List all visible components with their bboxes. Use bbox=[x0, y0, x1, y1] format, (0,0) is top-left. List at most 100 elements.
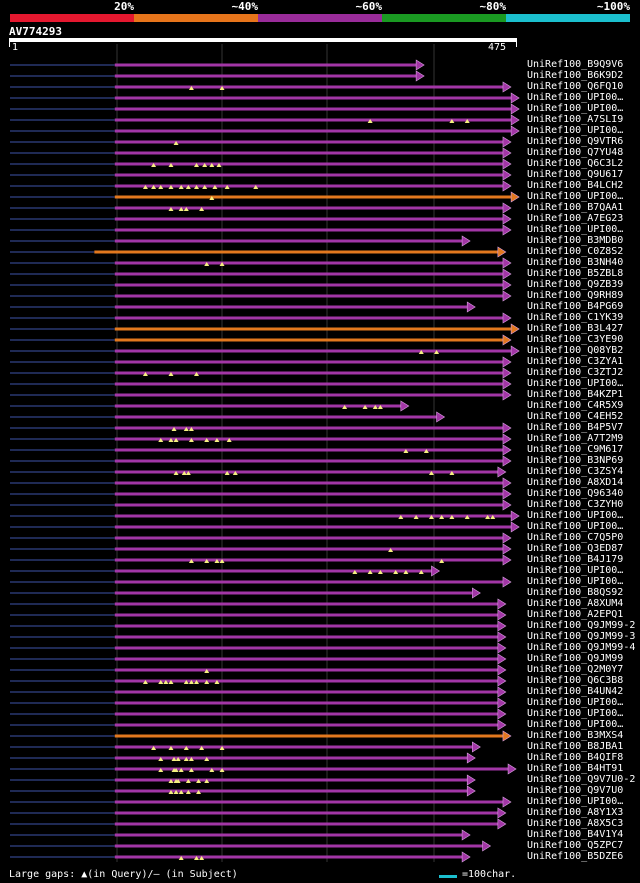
hit-label[interactable]: UniRef100_C3YE90 bbox=[527, 334, 624, 345]
hit-bar[interactable] bbox=[114, 217, 503, 221]
hit-label[interactable]: UniRef100_Q2M0Y7 bbox=[527, 664, 624, 675]
hit-bar[interactable] bbox=[114, 206, 503, 210]
hit-bar[interactable] bbox=[114, 316, 503, 320]
hit-bar[interactable] bbox=[114, 492, 503, 496]
hit-label[interactable]: UniRef100_C3ZTJ2 bbox=[527, 367, 624, 378]
hit-bar[interactable] bbox=[114, 503, 503, 507]
hit-bar[interactable] bbox=[114, 371, 503, 375]
hit-bar[interactable] bbox=[114, 646, 498, 650]
hit-label[interactable]: UniRef100_A7EG23 bbox=[527, 213, 624, 224]
hit-label[interactable]: UniRef100_Q6C3L2 bbox=[527, 158, 624, 169]
hit-bar[interactable] bbox=[114, 668, 498, 672]
hit-bar[interactable] bbox=[114, 679, 498, 683]
hit-label[interactable]: UniRef100_C4EH52 bbox=[527, 411, 624, 422]
hit-bar[interactable] bbox=[114, 833, 463, 837]
hit-bar[interactable] bbox=[114, 294, 503, 298]
hit-bar[interactable] bbox=[114, 778, 468, 782]
hit-label[interactable]: UniRef100_Q9JM99-4 bbox=[527, 642, 636, 653]
hit-bar[interactable] bbox=[114, 569, 432, 573]
hit-label[interactable]: UniRef100_B4QIF8 bbox=[527, 752, 624, 763]
hit-bar[interactable] bbox=[114, 426, 503, 430]
hit-bar[interactable] bbox=[114, 96, 512, 100]
hit-bar[interactable] bbox=[114, 580, 503, 584]
hit-label[interactable]: UniRef100_Q9JM99-2 bbox=[527, 620, 636, 631]
hit-bar[interactable] bbox=[114, 525, 512, 529]
hit-label[interactable]: UniRef100_B4KZP1 bbox=[527, 389, 624, 400]
hit-label[interactable]: UniRef100_UPI00… bbox=[527, 708, 624, 719]
hit-label[interactable]: UniRef100_B3NH40 bbox=[527, 257, 624, 268]
hit-bar[interactable] bbox=[114, 558, 503, 562]
hit-bar[interactable] bbox=[114, 448, 503, 452]
hit-label[interactable]: UniRef100_UPI00… bbox=[527, 103, 624, 114]
hit-bar[interactable] bbox=[114, 173, 503, 177]
hit-bar[interactable] bbox=[114, 514, 512, 518]
hit-bar[interactable] bbox=[114, 459, 503, 463]
hit-label[interactable]: UniRef100_B6K9D2 bbox=[527, 70, 624, 81]
hit-bar[interactable] bbox=[114, 690, 498, 694]
hit-bar[interactable] bbox=[114, 855, 463, 859]
hit-bar[interactable] bbox=[114, 734, 503, 738]
hit-label[interactable]: UniRef100_A7T2M9 bbox=[527, 433, 624, 444]
hit-label[interactable]: UniRef100_B8QS92 bbox=[527, 587, 624, 598]
hit-bar[interactable] bbox=[114, 283, 503, 287]
hit-bar[interactable] bbox=[114, 822, 498, 826]
hit-bar[interactable] bbox=[114, 811, 498, 815]
hit-label[interactable]: UniRef100_Q9U617 bbox=[527, 169, 624, 180]
hit-label[interactable]: UniRef100_B4PG69 bbox=[527, 301, 624, 312]
hit-bar[interactable] bbox=[114, 657, 498, 661]
hit-label[interactable]: UniRef100_Q96340 bbox=[527, 488, 624, 499]
hit-bar[interactable] bbox=[114, 723, 498, 727]
hit-bar[interactable] bbox=[114, 360, 503, 364]
hit-label[interactable]: UniRef100_UPI00… bbox=[527, 697, 624, 708]
hit-bar[interactable] bbox=[114, 745, 473, 749]
hit-label[interactable]: UniRef100_B4LCH2 bbox=[527, 180, 624, 191]
hit-bar[interactable] bbox=[114, 107, 512, 111]
hit-label[interactable]: UniRef100_B4UN42 bbox=[527, 686, 624, 697]
hit-bar[interactable] bbox=[114, 162, 503, 166]
hit-label[interactable]: UniRef100_B4HT91 bbox=[527, 763, 624, 774]
hit-label[interactable]: UniRef100_B3MDB0 bbox=[527, 235, 624, 246]
hit-label[interactable]: UniRef100_UPI00… bbox=[527, 576, 624, 587]
hit-bar[interactable] bbox=[114, 129, 512, 133]
hit-label[interactable]: UniRef100_Q6FQ10 bbox=[527, 81, 624, 92]
hit-bar[interactable] bbox=[114, 767, 509, 771]
hit-bar[interactable] bbox=[114, 536, 503, 540]
hit-label[interactable]: UniRef100_A8Y1X3 bbox=[527, 807, 624, 818]
hit-label[interactable]: UniRef100_Q9JM99-3 bbox=[527, 631, 636, 642]
hit-bar[interactable] bbox=[114, 85, 503, 89]
hit-label[interactable]: UniRef100_UPI00… bbox=[527, 796, 624, 807]
hit-label[interactable]: UniRef100_Q6C3B8 bbox=[527, 675, 624, 686]
hit-label[interactable]: UniRef100_B4J179 bbox=[527, 554, 624, 565]
hit-label[interactable]: UniRef100_Q9JM99 bbox=[527, 653, 624, 664]
hit-label[interactable]: UniRef100_B3MXS4 bbox=[527, 730, 624, 741]
hit-bar[interactable] bbox=[114, 184, 503, 188]
hit-label[interactable]: UniRef100_UPI00… bbox=[527, 92, 624, 103]
hit-label[interactable]: UniRef100_C7Q5P0 bbox=[527, 532, 624, 543]
hit-label[interactable]: UniRef100_C3ZSY4 bbox=[527, 466, 624, 477]
hit-label[interactable]: UniRef100_UPI00… bbox=[527, 224, 624, 235]
hit-bar[interactable] bbox=[114, 800, 503, 804]
hit-label[interactable]: UniRef100_UPI00… bbox=[527, 378, 624, 389]
hit-label[interactable]: UniRef100_B4P5V7 bbox=[527, 422, 624, 433]
hit-label[interactable]: UniRef100_A8XUM4 bbox=[527, 598, 624, 609]
hit-label[interactable]: UniRef100_C1YK39 bbox=[527, 312, 624, 323]
hit-bar[interactable] bbox=[114, 789, 468, 793]
hit-label[interactable]: UniRef100_Q9V7U0-2 bbox=[527, 774, 636, 785]
hit-bar[interactable] bbox=[114, 349, 512, 353]
hit-bar[interactable] bbox=[114, 635, 498, 639]
hit-bar[interactable] bbox=[114, 701, 498, 705]
hit-label[interactable]: UniRef100_B3L427 bbox=[527, 323, 624, 334]
hit-bar[interactable] bbox=[114, 624, 498, 628]
hit-label[interactable]: UniRef100_C3ZYA1 bbox=[527, 356, 624, 367]
hit-bar[interactable] bbox=[114, 393, 503, 397]
hit-bar[interactable] bbox=[114, 118, 512, 122]
hit-label[interactable]: UniRef100_B3NP69 bbox=[527, 455, 624, 466]
hit-bar[interactable] bbox=[114, 844, 483, 848]
hit-label[interactable]: UniRef100_Q9VTR6 bbox=[527, 136, 624, 147]
hit-label[interactable]: UniRef100_C0Z8S2 bbox=[527, 246, 624, 257]
hit-label[interactable]: UniRef100_Q08YB2 bbox=[527, 345, 624, 356]
hit-label[interactable]: UniRef100_UPI00… bbox=[527, 191, 624, 202]
hit-label[interactable]: UniRef100_UPI00… bbox=[527, 719, 624, 730]
hit-label[interactable]: UniRef100_B9Q9V6 bbox=[527, 59, 624, 70]
hit-label[interactable]: UniRef100_UPI00… bbox=[527, 510, 624, 521]
